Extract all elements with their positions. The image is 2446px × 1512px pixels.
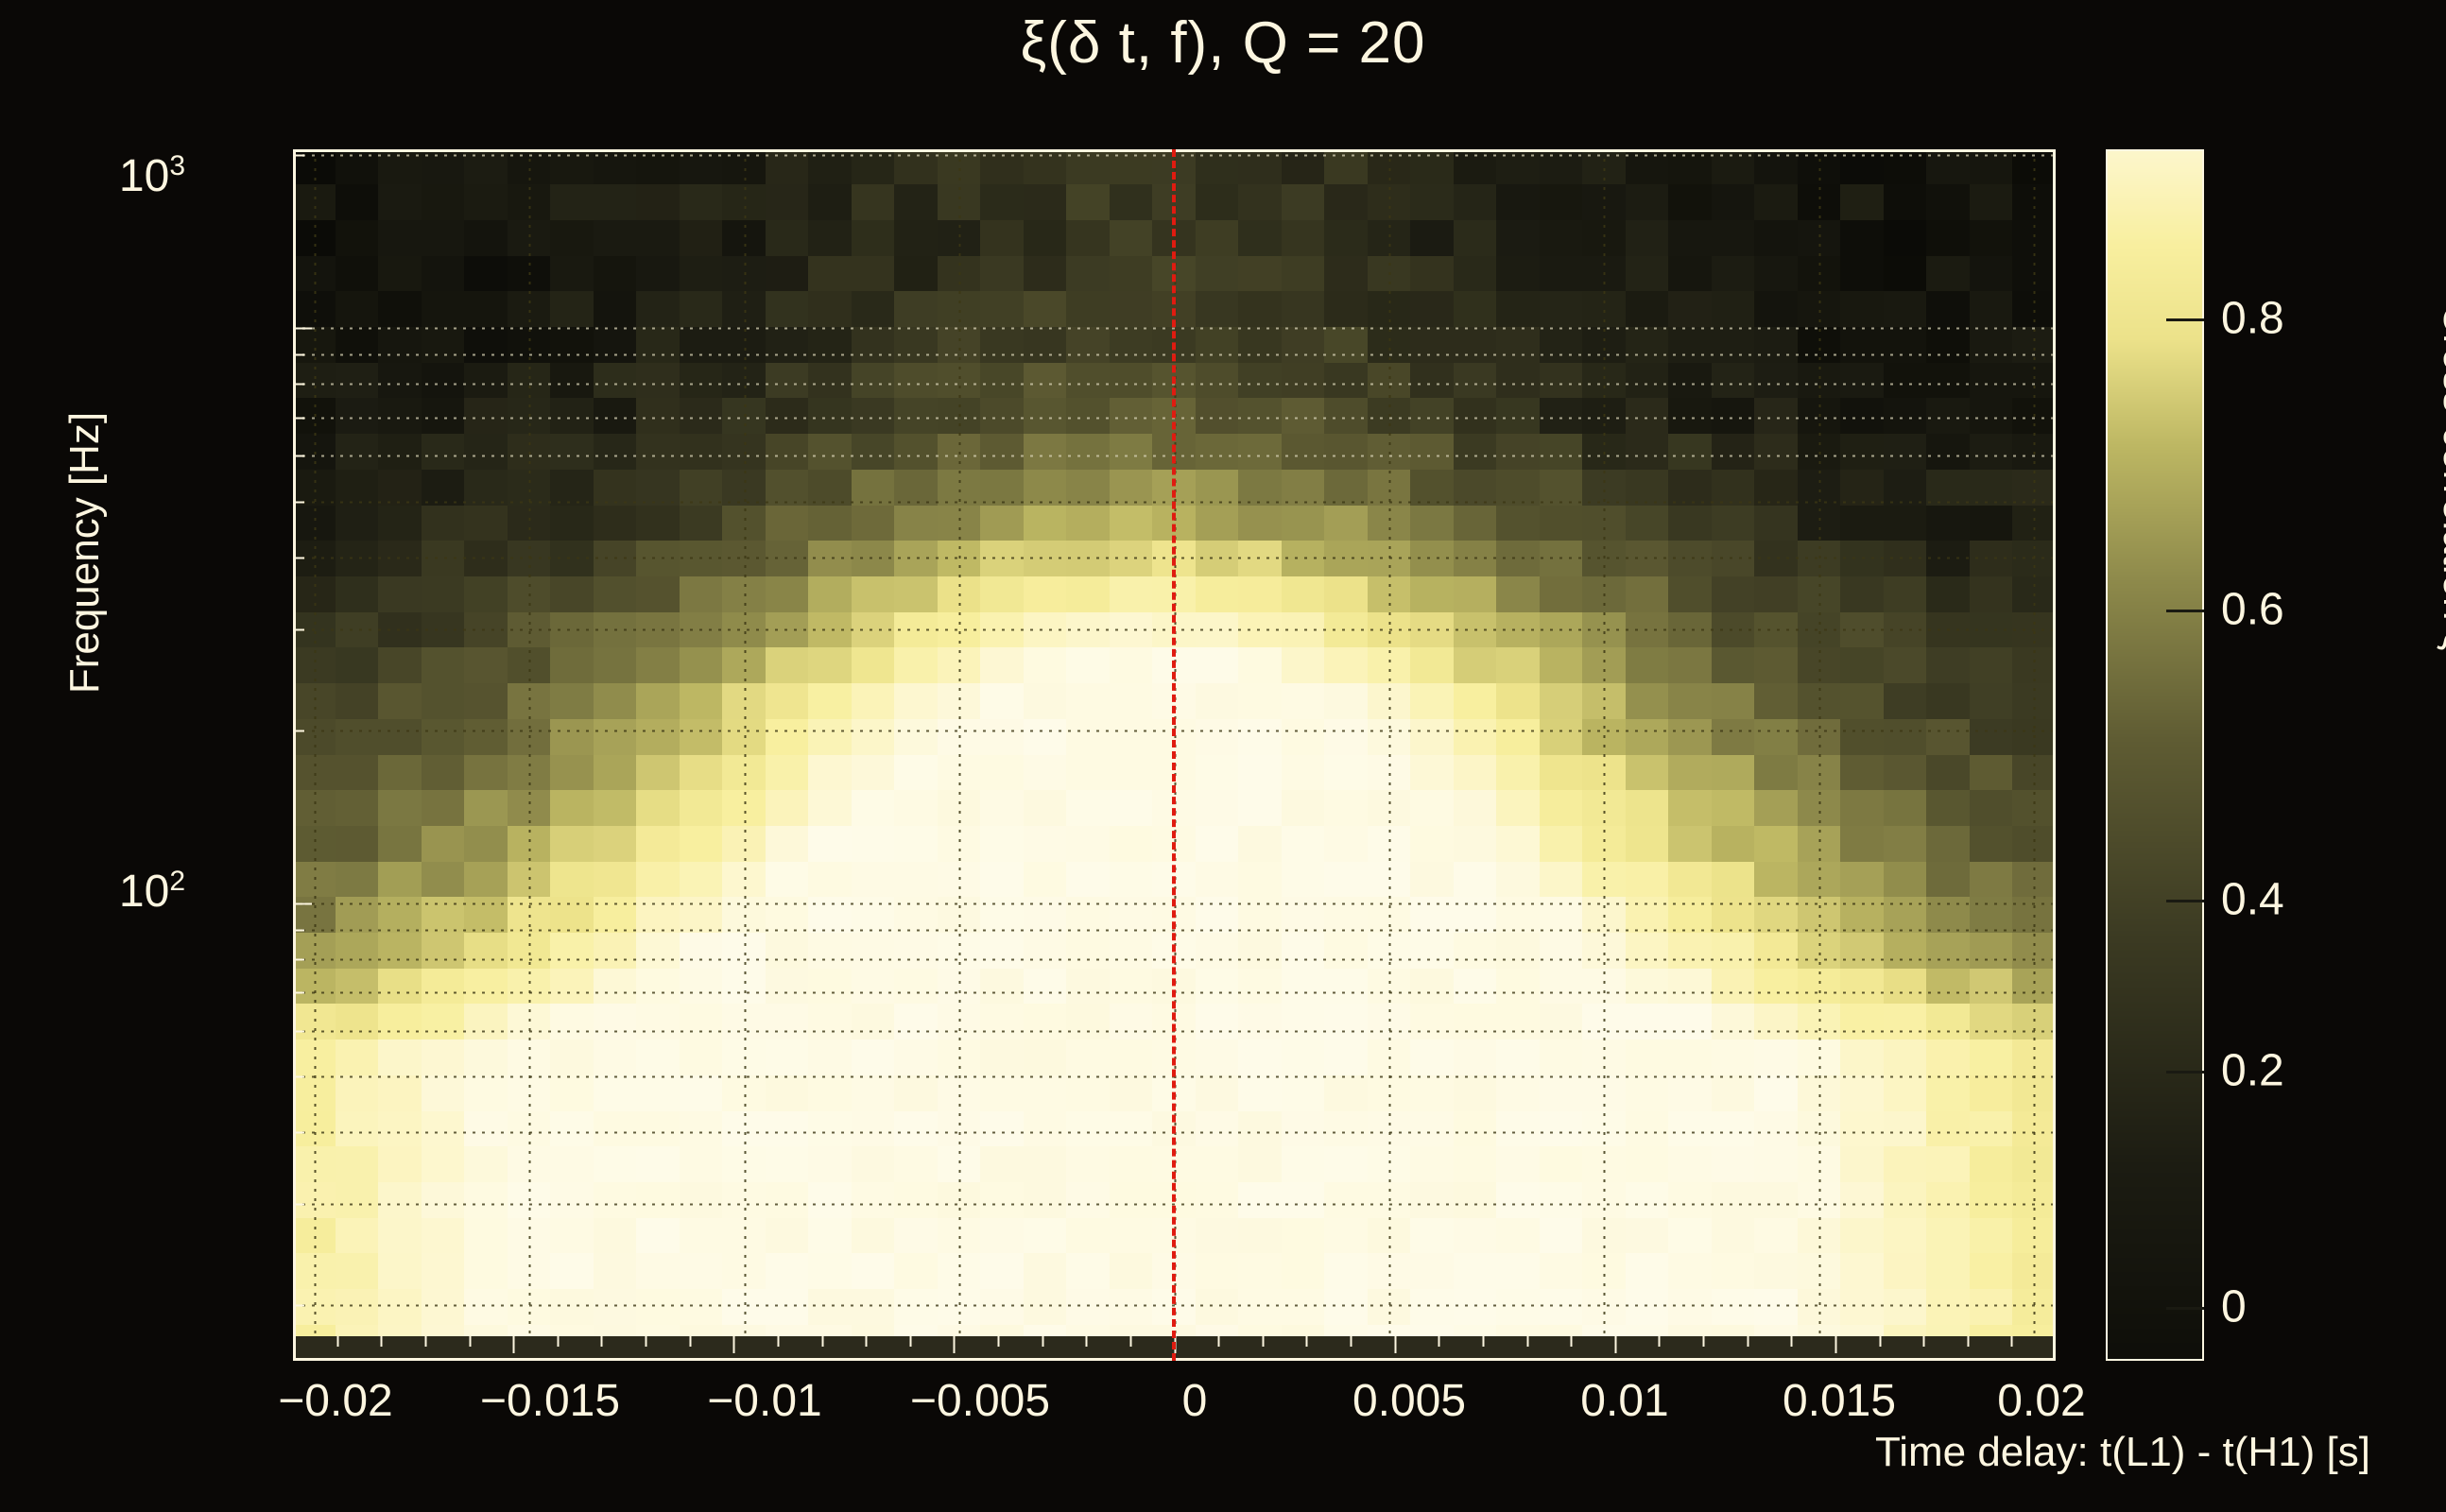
x-axis-title: Time delay: t(L1) - t(H1) [s] (1874, 1429, 2370, 1475)
x-tick-label: 0.01 (1580, 1376, 1669, 1426)
x-tick-label: 0.005 (1352, 1376, 1467, 1426)
x-tick-label: 0.02 (1997, 1376, 2086, 1426)
colorbar (2106, 149, 2204, 1361)
colorbar-tick-label: 0.8 (2221, 293, 2284, 344)
colorbar-tick-mark (2166, 1307, 2204, 1310)
page-title: ξ(δ t, f), Q = 20 (1020, 10, 1426, 76)
x-tick-label: −0.02 (278, 1376, 393, 1426)
colorbar-tick-mark (2166, 610, 2204, 612)
y-axis-title: Frequency [Hz] (61, 411, 108, 695)
colorbar-tick-mark (2166, 318, 2204, 321)
x-tick-label: 0.015 (1782, 1376, 1897, 1426)
zero-delay-marker-line (1172, 149, 1176, 1361)
colorbar-tick-label: 0.6 (2221, 584, 2284, 635)
x-tick-label: −0.01 (707, 1376, 822, 1426)
colorbar-tick-label: 0.4 (2221, 874, 2284, 925)
colorbar-gradient (2106, 149, 2204, 1361)
colorbar-tick-label: 0.2 (2221, 1045, 2284, 1096)
colorbar-frame (2106, 149, 2204, 1361)
y-tick-label: 102 (118, 866, 185, 917)
colorbar-title: Cross-correlation ξ (2435, 303, 2446, 651)
y-tick-label: 103 (118, 150, 185, 201)
colorbar-tick-label: 0 (2221, 1281, 2247, 1332)
colorbar-tick-mark (2166, 900, 2204, 902)
x-tick-label: −0.005 (909, 1376, 1051, 1426)
x-tick-label: −0.015 (479, 1376, 621, 1426)
x-tick-label: 0 (1181, 1376, 1208, 1426)
colorbar-tick-mark (2166, 1071, 2204, 1074)
